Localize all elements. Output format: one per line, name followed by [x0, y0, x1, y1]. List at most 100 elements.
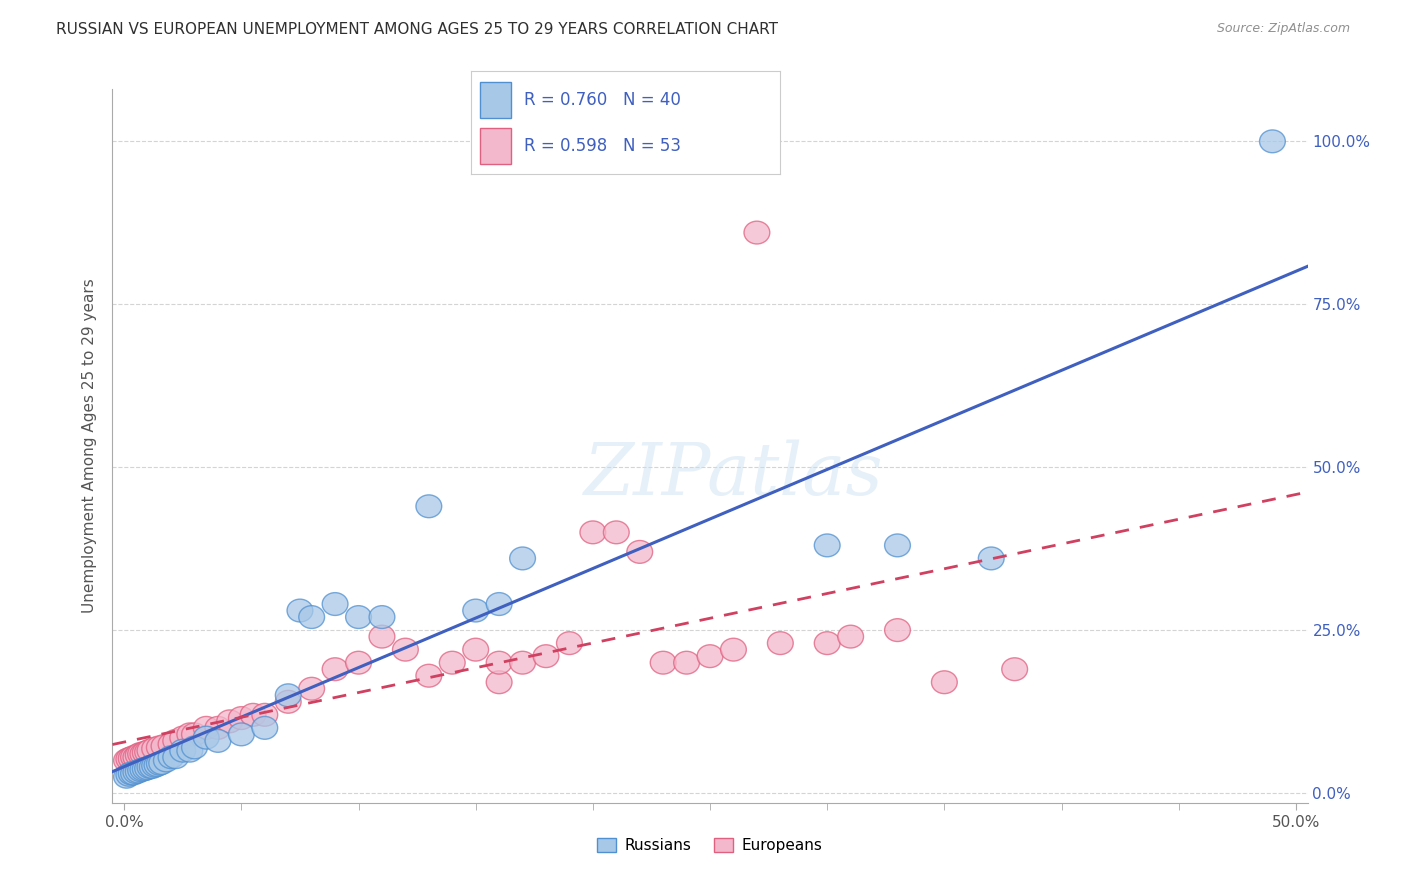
- Ellipse shape: [252, 716, 278, 739]
- Ellipse shape: [139, 756, 166, 779]
- Ellipse shape: [603, 521, 630, 544]
- Ellipse shape: [1002, 657, 1028, 681]
- Ellipse shape: [135, 756, 160, 780]
- Ellipse shape: [142, 755, 167, 777]
- Ellipse shape: [131, 758, 156, 781]
- Ellipse shape: [132, 757, 157, 780]
- Ellipse shape: [146, 752, 172, 775]
- Ellipse shape: [392, 639, 419, 661]
- Ellipse shape: [229, 706, 254, 730]
- Ellipse shape: [125, 744, 152, 766]
- Ellipse shape: [276, 690, 301, 714]
- Ellipse shape: [322, 657, 349, 681]
- Ellipse shape: [128, 742, 153, 765]
- Ellipse shape: [884, 534, 911, 557]
- Text: Source: ZipAtlas.com: Source: ZipAtlas.com: [1216, 22, 1350, 36]
- Ellipse shape: [721, 639, 747, 661]
- Ellipse shape: [114, 749, 139, 772]
- Ellipse shape: [121, 762, 146, 785]
- Text: ZIPatlas: ZIPatlas: [583, 439, 884, 510]
- Ellipse shape: [346, 651, 371, 674]
- Ellipse shape: [152, 735, 177, 757]
- Ellipse shape: [440, 651, 465, 674]
- Ellipse shape: [1260, 130, 1285, 153]
- Ellipse shape: [194, 716, 219, 739]
- Ellipse shape: [979, 547, 1004, 570]
- Text: RUSSIAN VS EUROPEAN UNEMPLOYMENT AMONG AGES 25 TO 29 YEARS CORRELATION CHART: RUSSIAN VS EUROPEAN UNEMPLOYMENT AMONG A…: [56, 22, 779, 37]
- Ellipse shape: [114, 765, 139, 789]
- Ellipse shape: [370, 625, 395, 648]
- Ellipse shape: [884, 619, 911, 641]
- Ellipse shape: [370, 606, 395, 629]
- Ellipse shape: [697, 645, 723, 667]
- Ellipse shape: [131, 742, 156, 765]
- Ellipse shape: [299, 606, 325, 629]
- Ellipse shape: [651, 651, 676, 674]
- Ellipse shape: [486, 651, 512, 674]
- Ellipse shape: [125, 760, 152, 783]
- FancyBboxPatch shape: [481, 82, 512, 118]
- Ellipse shape: [146, 736, 172, 759]
- Ellipse shape: [194, 726, 219, 749]
- Text: R = 0.760   N = 40: R = 0.760 N = 40: [523, 91, 681, 109]
- Y-axis label: Unemployment Among Ages 25 to 29 years: Unemployment Among Ages 25 to 29 years: [82, 278, 97, 614]
- Ellipse shape: [149, 752, 174, 774]
- Ellipse shape: [287, 599, 312, 622]
- Ellipse shape: [159, 746, 184, 769]
- Ellipse shape: [463, 599, 489, 622]
- Ellipse shape: [118, 762, 145, 785]
- Ellipse shape: [768, 632, 793, 655]
- Ellipse shape: [177, 723, 202, 746]
- Ellipse shape: [170, 726, 195, 749]
- Ellipse shape: [322, 592, 349, 615]
- FancyBboxPatch shape: [481, 128, 512, 163]
- Ellipse shape: [163, 730, 188, 752]
- Ellipse shape: [115, 764, 142, 786]
- Ellipse shape: [510, 651, 536, 674]
- Ellipse shape: [346, 606, 371, 629]
- Ellipse shape: [177, 739, 202, 762]
- Ellipse shape: [931, 671, 957, 694]
- Ellipse shape: [163, 746, 188, 769]
- Ellipse shape: [135, 740, 160, 764]
- Ellipse shape: [486, 592, 512, 615]
- Ellipse shape: [153, 749, 180, 772]
- Ellipse shape: [170, 739, 195, 762]
- Ellipse shape: [217, 710, 243, 732]
- Ellipse shape: [128, 759, 153, 781]
- Ellipse shape: [205, 716, 231, 739]
- Ellipse shape: [142, 738, 167, 760]
- Ellipse shape: [205, 730, 231, 752]
- Ellipse shape: [557, 632, 582, 655]
- Ellipse shape: [240, 704, 266, 726]
- Ellipse shape: [416, 495, 441, 517]
- Ellipse shape: [673, 651, 700, 674]
- Ellipse shape: [115, 747, 142, 771]
- Ellipse shape: [510, 547, 536, 570]
- Legend: Russians, Europeans: Russians, Europeans: [591, 832, 830, 859]
- Ellipse shape: [118, 747, 145, 770]
- Ellipse shape: [229, 723, 254, 746]
- Ellipse shape: [145, 754, 170, 776]
- Ellipse shape: [138, 739, 163, 762]
- Ellipse shape: [533, 645, 560, 667]
- Ellipse shape: [159, 732, 184, 756]
- Ellipse shape: [181, 723, 208, 746]
- Ellipse shape: [416, 665, 441, 687]
- Ellipse shape: [627, 541, 652, 564]
- Ellipse shape: [252, 704, 278, 726]
- Ellipse shape: [463, 639, 489, 661]
- Ellipse shape: [124, 746, 149, 769]
- Ellipse shape: [276, 684, 301, 706]
- Ellipse shape: [181, 736, 208, 759]
- Ellipse shape: [486, 671, 512, 694]
- Ellipse shape: [132, 741, 157, 764]
- Ellipse shape: [814, 534, 841, 557]
- Ellipse shape: [299, 677, 325, 700]
- Ellipse shape: [121, 746, 146, 769]
- Text: R = 0.598   N = 53: R = 0.598 N = 53: [523, 136, 681, 154]
- Ellipse shape: [814, 632, 841, 655]
- Ellipse shape: [138, 756, 163, 779]
- Ellipse shape: [124, 761, 149, 783]
- Ellipse shape: [838, 625, 863, 648]
